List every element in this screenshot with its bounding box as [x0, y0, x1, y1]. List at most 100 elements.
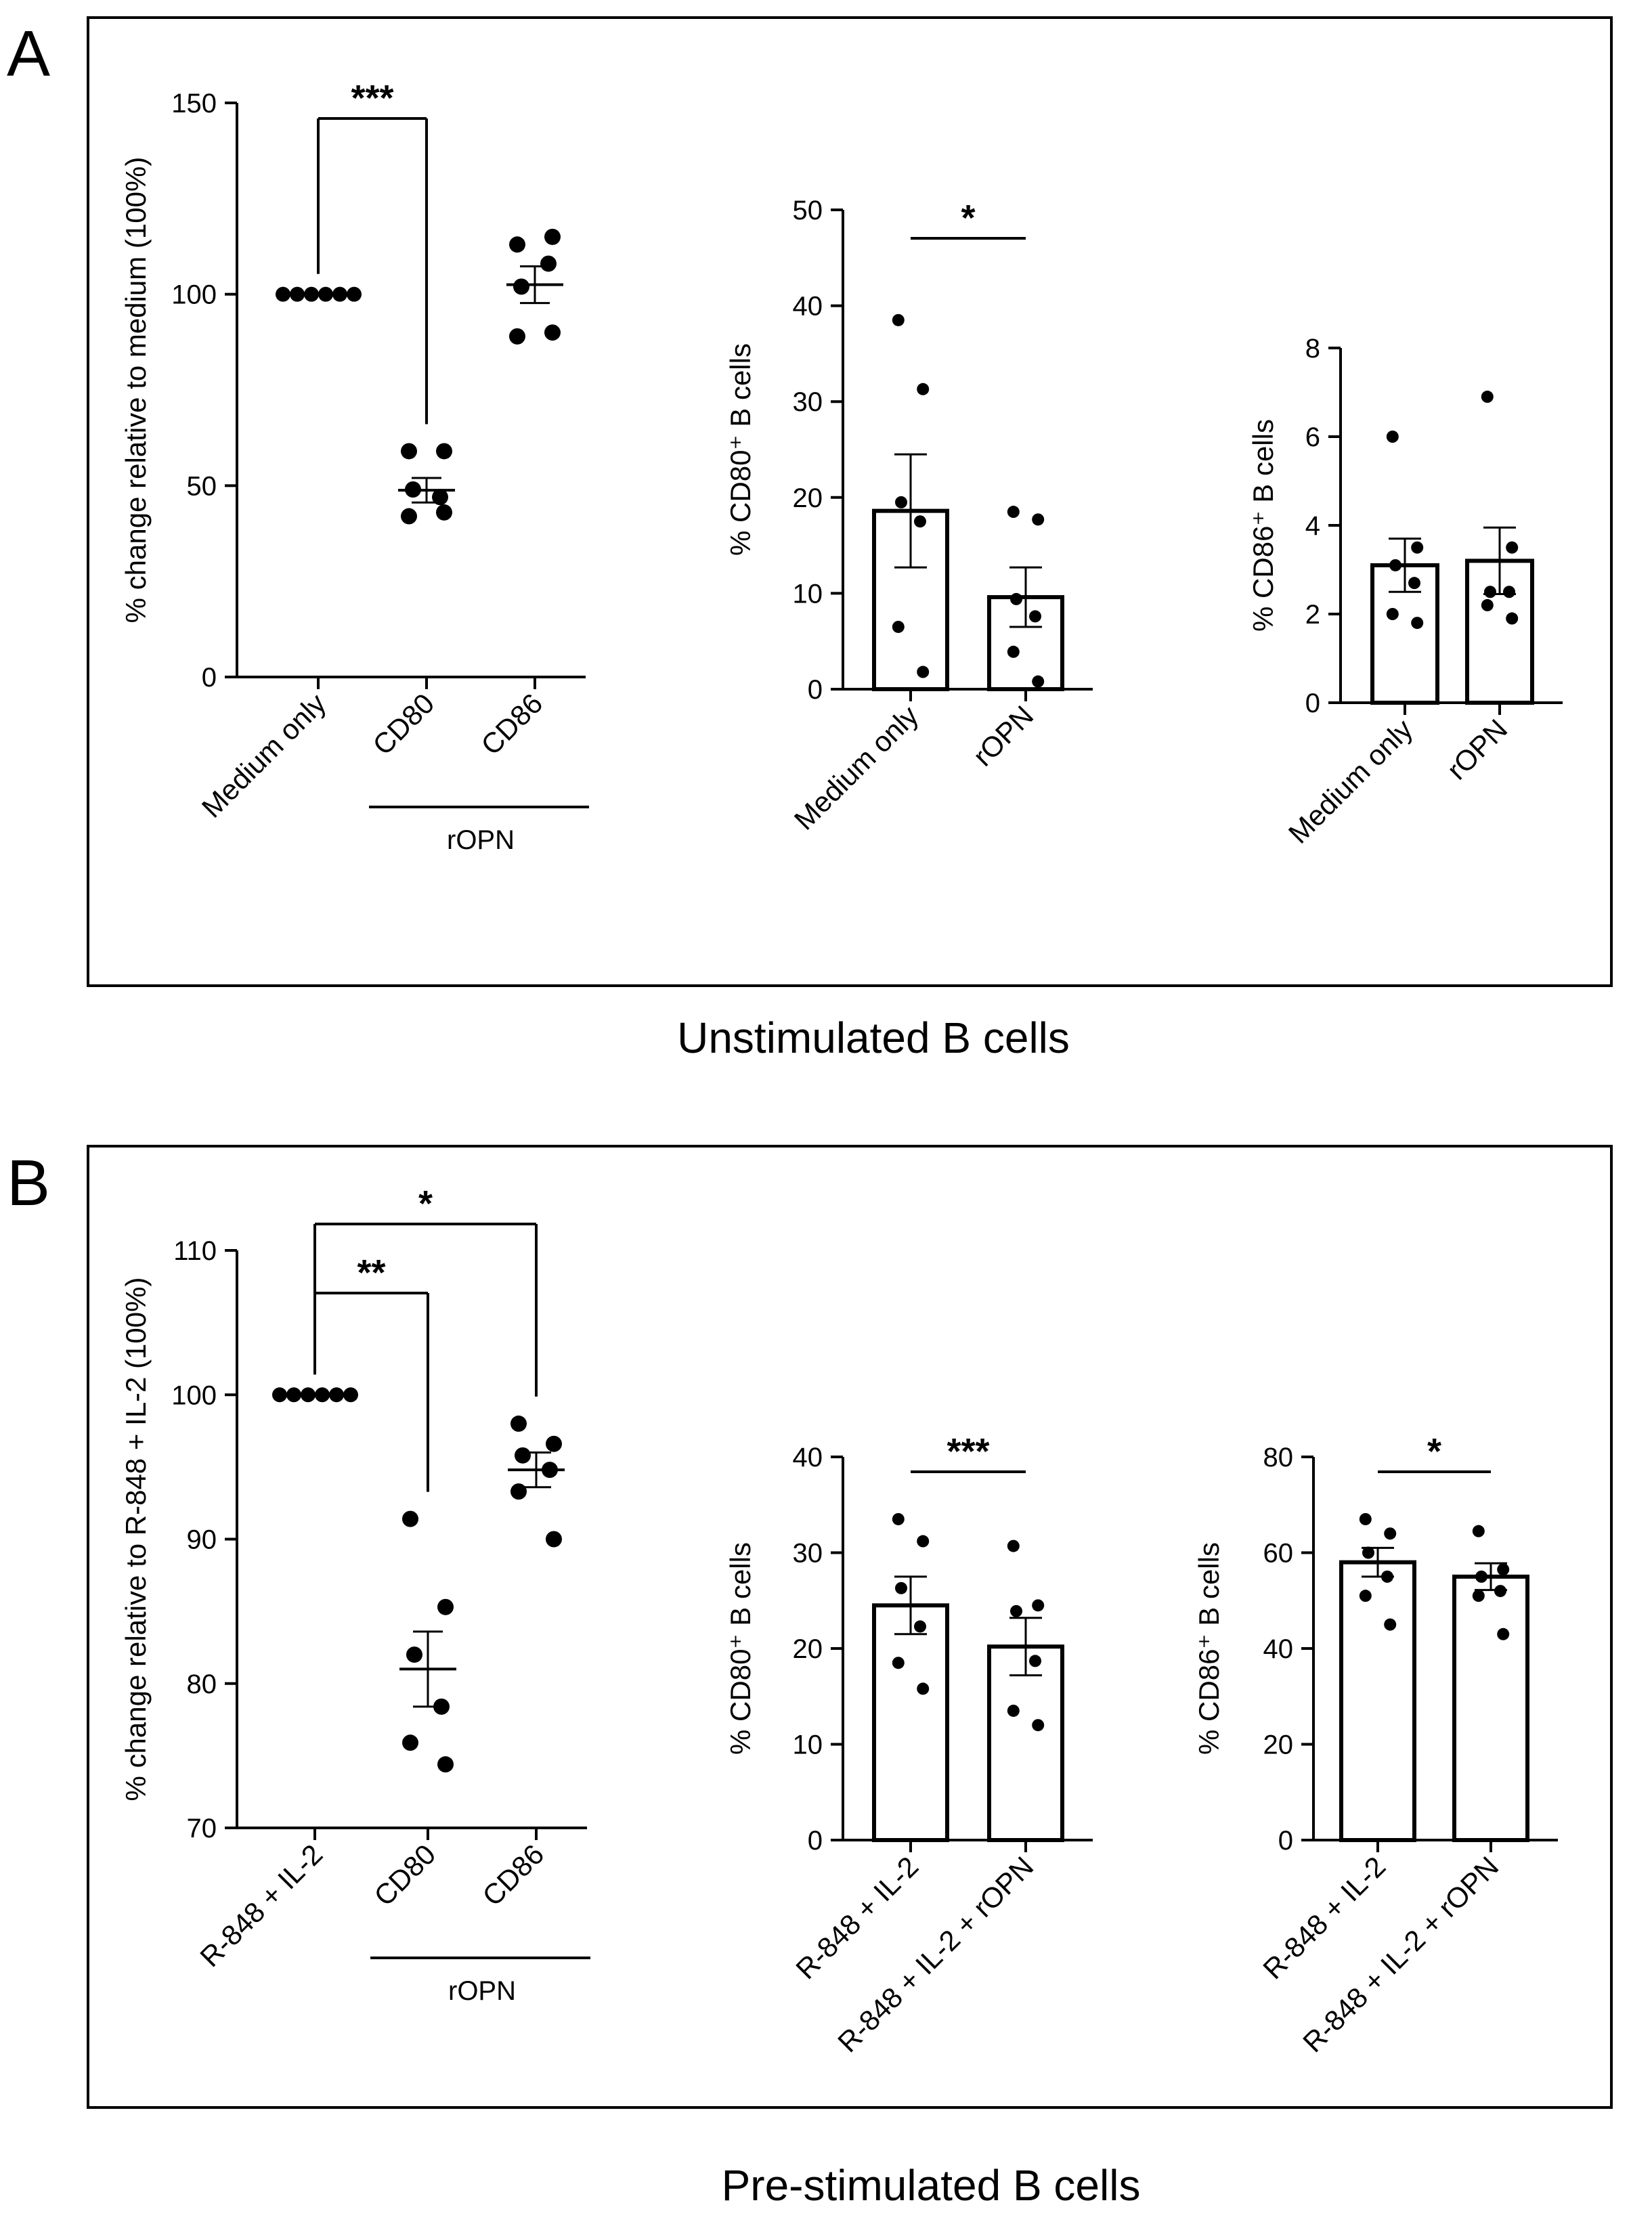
data-point — [546, 1435, 562, 1452]
data-point — [914, 515, 926, 528]
data-point — [304, 286, 319, 302]
data-point — [510, 1483, 527, 1500]
data-point — [1408, 577, 1420, 590]
y-tick-label: 30 — [793, 1539, 823, 1569]
data-point — [437, 1756, 454, 1773]
y-tick-label: 0 — [202, 663, 217, 693]
data-point — [402, 1510, 418, 1527]
data-point — [1010, 1604, 1022, 1617]
y-axis-label: % change relative to medium (100%) — [120, 157, 152, 624]
panel-b-frame — [87, 1145, 1613, 2109]
y-tick-label: 0 — [1305, 689, 1320, 718]
sig-label: * — [961, 198, 975, 238]
data-point — [917, 383, 930, 395]
data-point — [318, 286, 333, 302]
data-point — [1497, 1563, 1510, 1576]
panel-a-frame — [87, 16, 1613, 987]
data-point — [1472, 1525, 1485, 1537]
data-point — [436, 504, 452, 521]
y-tick-label: 30 — [793, 387, 823, 417]
y-tick-label: 150 — [171, 89, 217, 118]
data-point — [436, 443, 452, 460]
data-point — [1506, 612, 1519, 625]
data-point — [892, 1512, 905, 1525]
sig-label: * — [1427, 1431, 1441, 1472]
data-point — [301, 1387, 316, 1403]
data-point — [1032, 1719, 1045, 1732]
data-point — [510, 1415, 527, 1432]
group-label: rOPN — [447, 825, 515, 855]
y-tick-label: 60 — [1263, 1539, 1294, 1569]
data-point — [347, 286, 362, 302]
data-point — [509, 236, 525, 253]
data-point — [1007, 506, 1020, 519]
data-point — [917, 1535, 930, 1548]
data-point — [332, 286, 347, 302]
sig-label: *** — [351, 78, 393, 118]
data-point — [544, 228, 561, 245]
data-point — [895, 496, 907, 508]
data-point — [914, 1620, 926, 1633]
data-point — [1359, 1512, 1372, 1525]
data-point — [1007, 1704, 1020, 1717]
panel-letter-a: A — [7, 18, 50, 90]
y-tick-label: 40 — [1263, 1634, 1294, 1664]
data-point — [509, 328, 525, 345]
data-point — [1029, 1655, 1041, 1667]
panel-a-caption: Unstimulated B cells — [677, 1013, 1070, 1062]
y-tick-label: 6 — [1305, 422, 1320, 452]
data-point — [1384, 1618, 1397, 1631]
data-point — [329, 1387, 344, 1403]
y-tick-label: 80 — [1263, 1443, 1294, 1472]
y-axis-label: % CD80⁺ B cells — [724, 1542, 756, 1755]
data-point — [1411, 541, 1424, 554]
y-tick-label: 90 — [187, 1525, 217, 1555]
data-point — [406, 1646, 422, 1663]
data-point — [1381, 1570, 1393, 1583]
data-point — [1032, 1599, 1045, 1612]
data-point — [290, 286, 305, 302]
data-point — [513, 278, 529, 295]
y-tick-label: 100 — [171, 280, 217, 310]
data-point — [895, 1581, 907, 1594]
y-tick-label: 0 — [1278, 1826, 1293, 1856]
data-point — [1494, 1585, 1506, 1598]
sig-label: * — [418, 1183, 433, 1224]
data-point — [1386, 608, 1399, 620]
data-point — [286, 1387, 301, 1403]
y-tick-label: 40 — [793, 292, 823, 322]
y-tick-label: 20 — [793, 483, 823, 513]
y-tick-label: 8 — [1305, 334, 1320, 364]
data-point — [432, 489, 448, 506]
data-point — [1481, 598, 1494, 611]
y-tick-label: 110 — [173, 1236, 217, 1266]
y-tick-label: 2 — [1305, 600, 1320, 630]
y-tick-label: 0 — [808, 1826, 823, 1856]
data-point — [437, 1598, 454, 1615]
data-point — [1359, 1590, 1372, 1602]
data-point — [917, 665, 930, 678]
data-point — [276, 286, 290, 302]
sig-label: ** — [357, 1252, 385, 1293]
data-point — [892, 313, 905, 326]
y-tick-label: 50 — [187, 471, 217, 501]
data-point — [544, 324, 561, 341]
data-point — [1472, 1590, 1485, 1602]
data-point — [1386, 431, 1399, 443]
panel-letter-b: B — [7, 1147, 50, 1219]
data-point — [402, 1734, 418, 1751]
data-point — [1032, 513, 1045, 526]
data-point — [1484, 586, 1496, 598]
y-tick-label: 40 — [793, 1443, 823, 1472]
y-axis-label: % CD86⁺ B cells — [1193, 1542, 1225, 1755]
y-axis-label: % CD86⁺ B cells — [1247, 419, 1279, 632]
data-point — [1411, 617, 1424, 630]
y-tick-label: 10 — [793, 1730, 823, 1760]
panel-b-caption: Pre-stimulated B cells — [722, 2161, 1141, 2210]
data-point — [1389, 559, 1401, 571]
data-point — [1029, 610, 1041, 623]
data-point — [917, 1682, 930, 1695]
y-axis-label: % change relative to R-848 + IL-2 (100%) — [120, 1277, 152, 1801]
data-point — [1497, 1628, 1510, 1640]
y-tick-label: 20 — [1263, 1730, 1294, 1760]
